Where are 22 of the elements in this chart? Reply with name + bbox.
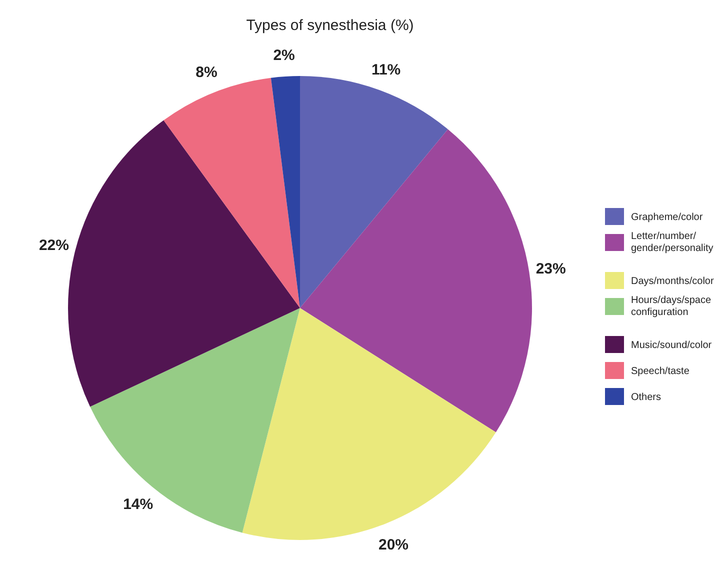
legend-label: Days/months/color — [631, 276, 714, 287]
legend-label: Grapheme/color — [631, 212, 704, 223]
legend-label: Letter/number/gender/personality — [631, 231, 714, 254]
data-label: 11% — [371, 61, 401, 78]
legend-label: Music/sound/color — [631, 340, 712, 351]
pie-slice — [300, 76, 448, 308]
data-label: 22% — [38, 237, 69, 254]
data-label: 14% — [123, 496, 154, 513]
pie-slice — [68, 120, 300, 407]
pie-slice — [270, 76, 300, 308]
pie-slice — [90, 308, 300, 533]
data-label: 20% — [378, 536, 409, 554]
data-label: 2% — [273, 46, 295, 64]
pie-slice — [242, 308, 496, 540]
pie-slice — [300, 129, 532, 432]
data-label: 23% — [536, 260, 566, 278]
legend-label: Hours/days/space configuration — [631, 295, 712, 318]
legend-label: Others — [631, 392, 662, 403]
data-label: 8% — [196, 64, 218, 82]
chart-title: Types of synesthesia (%) — [246, 17, 414, 34]
pie-slice — [164, 78, 300, 308]
legend-label: Speech/taste — [631, 366, 690, 377]
